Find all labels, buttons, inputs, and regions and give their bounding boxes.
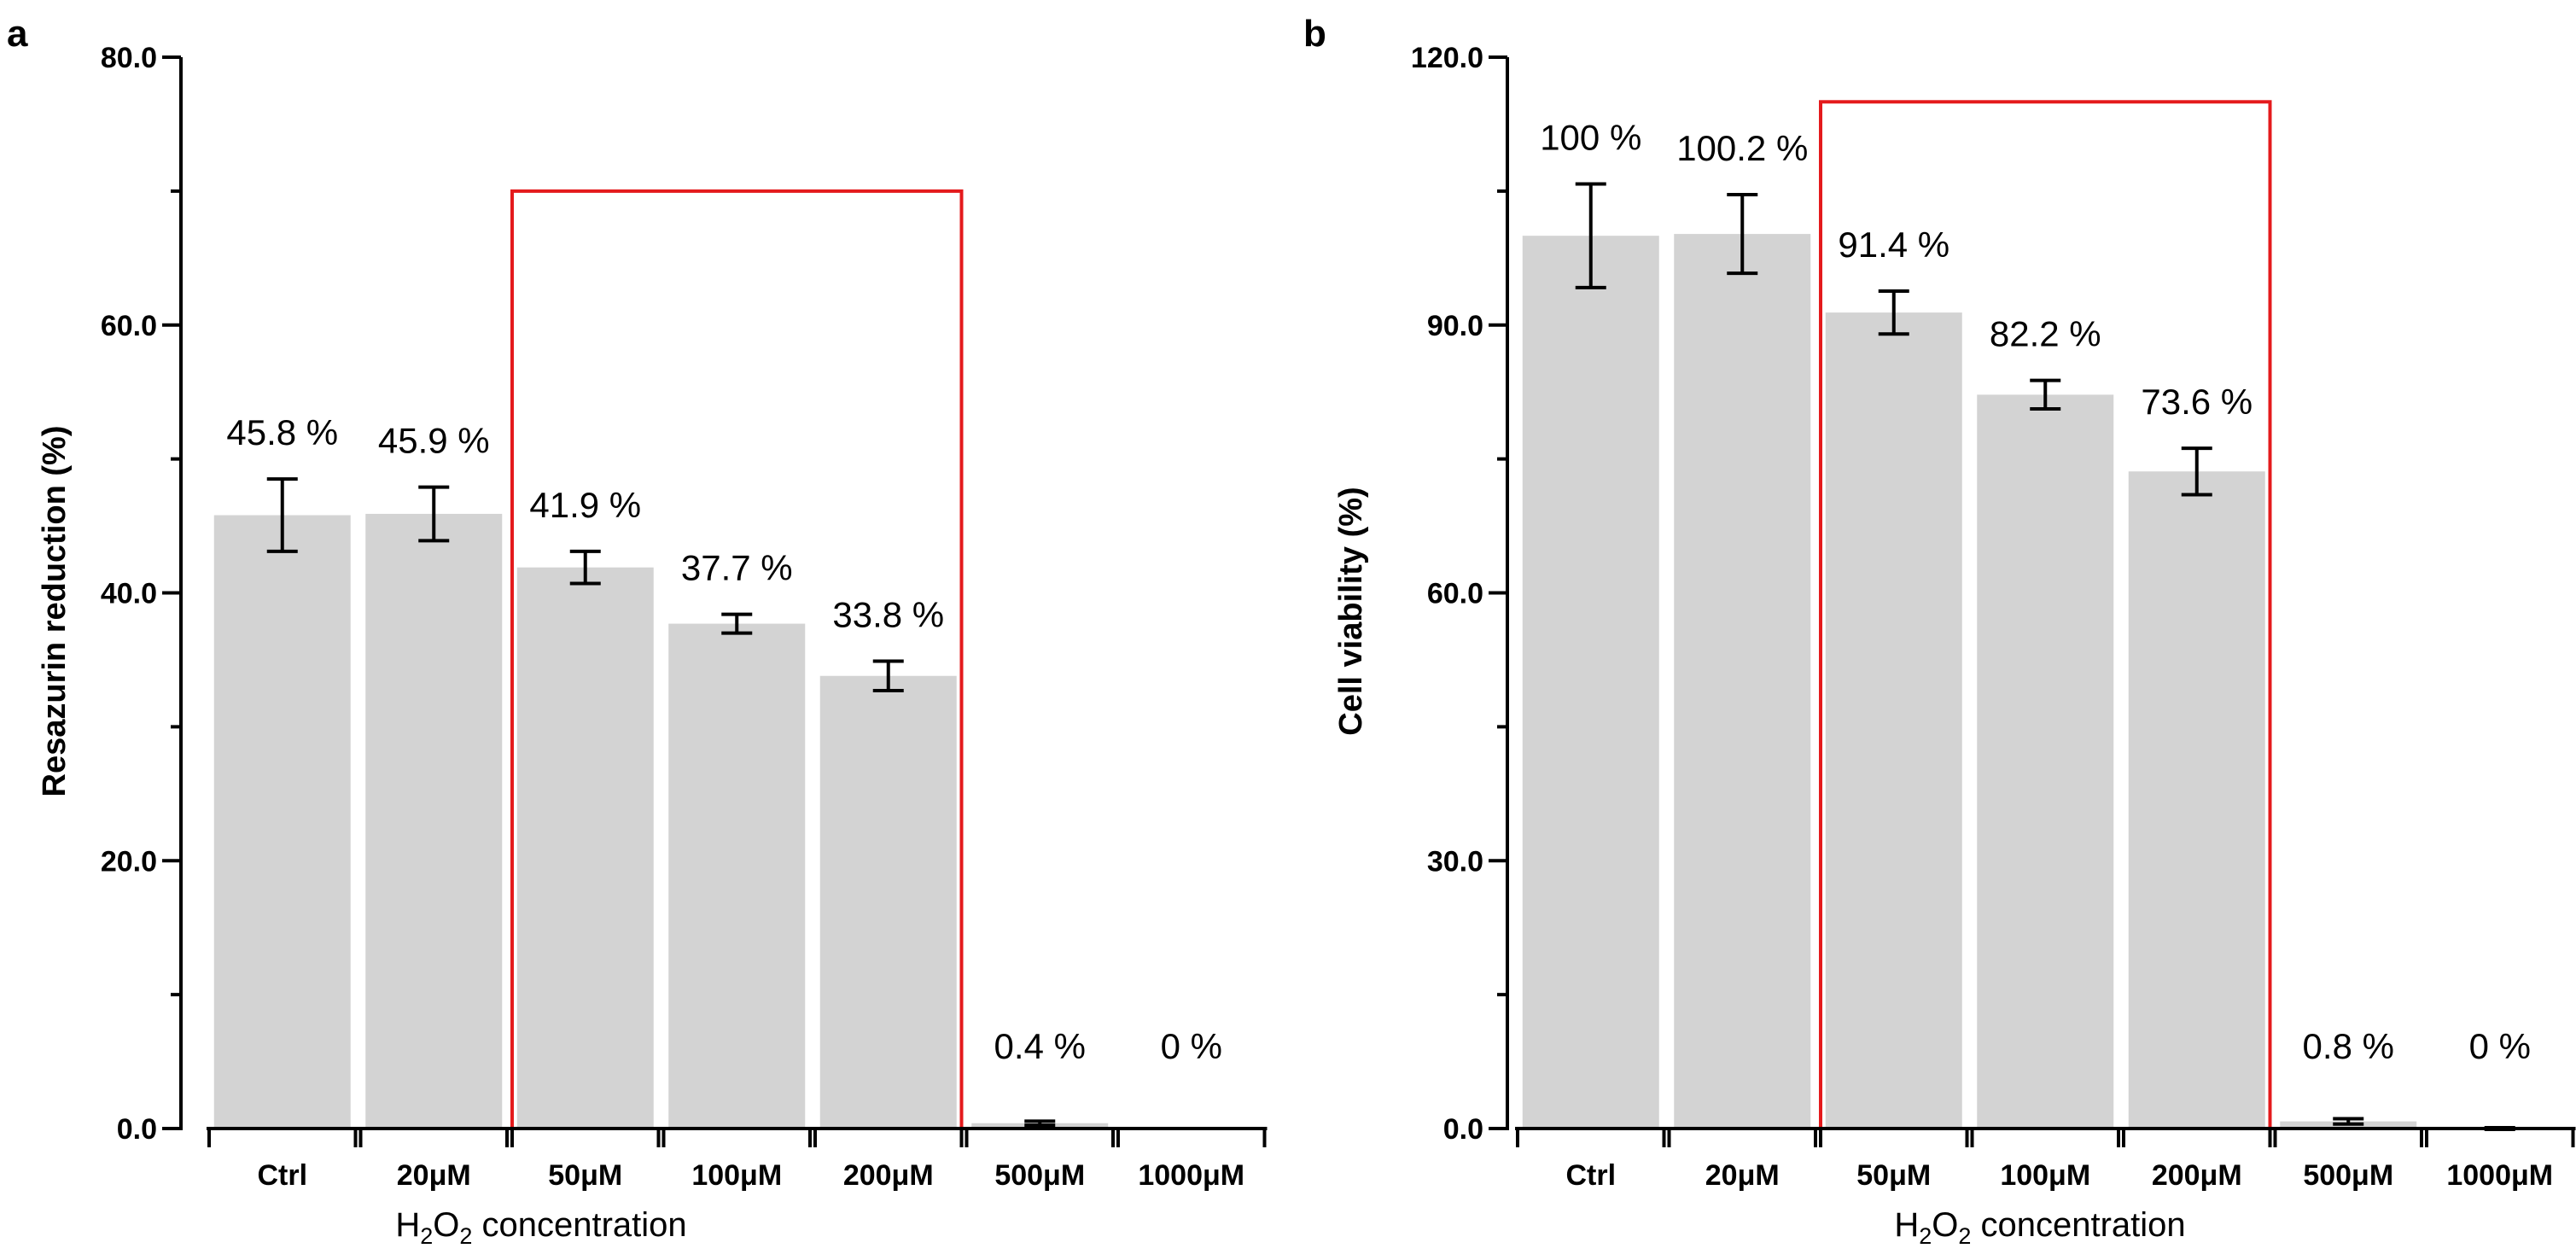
bar-a-0 <box>213 515 351 1129</box>
bar-b-0 <box>1522 236 1659 1129</box>
data-label-a-3: 37.7 % <box>681 548 793 588</box>
x-axis-label-a: H2O2 concentration <box>395 1206 686 1249</box>
x-category-bracket-b-2 <box>1819 1127 1969 1147</box>
bar-b-4 <box>2128 471 2265 1129</box>
x-tick-label-a-6: 1000μM <box>1138 1159 1244 1192</box>
data-label-b-2: 91.4 % <box>1838 225 1949 265</box>
y-tick-label-b-2: 60.0 <box>1427 578 1483 610</box>
x-category-bracket-a-0 <box>207 1127 358 1147</box>
x-category-bracket-a-3 <box>661 1127 812 1147</box>
chart-panel-a: a Resazurin reduction (%) H2O2 concentra… <box>7 13 1268 1249</box>
data-label-a-4: 33.8 % <box>832 595 944 635</box>
data-label-a-5: 0.4 % <box>994 1026 1086 1066</box>
y-tick-label-b-0: 0.0 <box>1443 1113 1483 1146</box>
y-tick-label-a-4: 80.0 <box>101 42 157 74</box>
y-tick-label-a-3: 60.0 <box>101 310 157 342</box>
error-bar-a-3 <box>721 612 753 635</box>
y-tick-label-a-2: 40.0 <box>101 578 157 610</box>
x-category-bracket-b-5 <box>2273 1127 2423 1147</box>
data-label-b-5: 0.8 % <box>2303 1026 2394 1066</box>
bar-b-1 <box>1674 234 1811 1129</box>
x-category-bracket-a-1 <box>358 1127 509 1147</box>
y-tick-label-b-4: 120.0 <box>1411 42 1483 74</box>
error-bar-b-1 <box>1727 193 1758 276</box>
panel-letter-b: b <box>1303 13 1326 55</box>
data-label-b-4: 73.6 % <box>2141 382 2253 422</box>
error-bar-a-5 <box>1024 1119 1056 1128</box>
x-tick-label-b-4: 200μM <box>2152 1159 2242 1192</box>
bar-b-3 <box>1977 394 2114 1129</box>
data-label-b-1: 100.2 % <box>1676 128 1808 168</box>
error-bar-b-0 <box>1575 182 1606 289</box>
y-axis-label-b: Cell viability (%) <box>1333 487 1369 735</box>
x-tick-label-a-4: 200μM <box>843 1159 934 1192</box>
x-category-bracket-b-3 <box>1970 1127 2120 1147</box>
error-bar-a-0 <box>266 477 298 553</box>
error-bar-b-4 <box>2181 446 2212 497</box>
x-tick-label-b-0: Ctrl <box>1565 1159 1616 1192</box>
x-category-bracket-b-0 <box>1516 1127 1666 1147</box>
y-tick-label-b-1: 30.0 <box>1427 845 1483 878</box>
x-tick-label-b-3: 100μM <box>2000 1159 2090 1192</box>
data-label-a-6: 0 % <box>1161 1026 1222 1066</box>
chart-panel-b: b Cell viability (%) H2O2 concentration … <box>1303 13 2576 1249</box>
x-tick-label-b-2: 50μM <box>1856 1159 1931 1192</box>
bar-a-4 <box>819 675 957 1129</box>
data-label-a-1: 45.9 % <box>378 421 490 461</box>
data-label-a-2: 41.9 % <box>529 485 641 525</box>
error-bar-a-1 <box>418 485 450 543</box>
x-axis-label-b: H2O2 concentration <box>1894 1206 2185 1249</box>
error-bar-a-4 <box>872 659 904 693</box>
x-category-bracket-b-1 <box>1667 1127 1817 1147</box>
x-tick-label-b-1: 20μM <box>1705 1159 1780 1192</box>
y-axis-label-a: Resazurin reduction (%) <box>37 426 73 797</box>
bar-b-2 <box>1825 312 1962 1129</box>
data-label-b-0: 100 % <box>1540 118 1641 158</box>
x-category-bracket-a-6 <box>1116 1127 1267 1147</box>
x-tick-label-a-1: 20μM <box>397 1159 471 1192</box>
x-tick-label-b-6: 1000μM <box>2446 1159 2553 1192</box>
data-label-b-3: 82.2 % <box>1990 314 2101 354</box>
x-tick-label-a-5: 500μM <box>994 1159 1085 1192</box>
error-bar-a-2 <box>569 549 601 586</box>
x-tick-label-b-5: 500μM <box>2303 1159 2393 1192</box>
y-tick-label-a-1: 20.0 <box>101 845 157 878</box>
y-tick-label-a-0: 0.0 <box>117 1113 157 1146</box>
error-bar-b-2 <box>1878 289 1909 336</box>
x-tick-label-a-3: 100μM <box>691 1159 782 1192</box>
bar-a-3 <box>668 623 806 1129</box>
x-category-bracket-a-5 <box>965 1127 1115 1147</box>
bar-a-1 <box>365 513 503 1129</box>
error-bar-b-5 <box>2333 1117 2364 1126</box>
y-tick-label-b-3: 90.0 <box>1427 310 1483 342</box>
data-label-a-0: 45.8 % <box>226 412 338 452</box>
x-category-bracket-a-2 <box>510 1127 661 1147</box>
x-category-bracket-b-4 <box>2122 1127 2272 1147</box>
data-label-b-6: 0 % <box>2469 1026 2531 1066</box>
x-category-bracket-b-6 <box>2425 1127 2575 1147</box>
x-tick-label-a-0: Ctrl <box>257 1159 307 1192</box>
bar-a-2 <box>516 567 654 1129</box>
x-category-bracket-a-4 <box>813 1127 964 1147</box>
x-tick-label-a-2: 50μM <box>548 1159 622 1192</box>
error-bar-b-3 <box>2030 378 2061 411</box>
panel-letter-a: a <box>7 13 28 55</box>
